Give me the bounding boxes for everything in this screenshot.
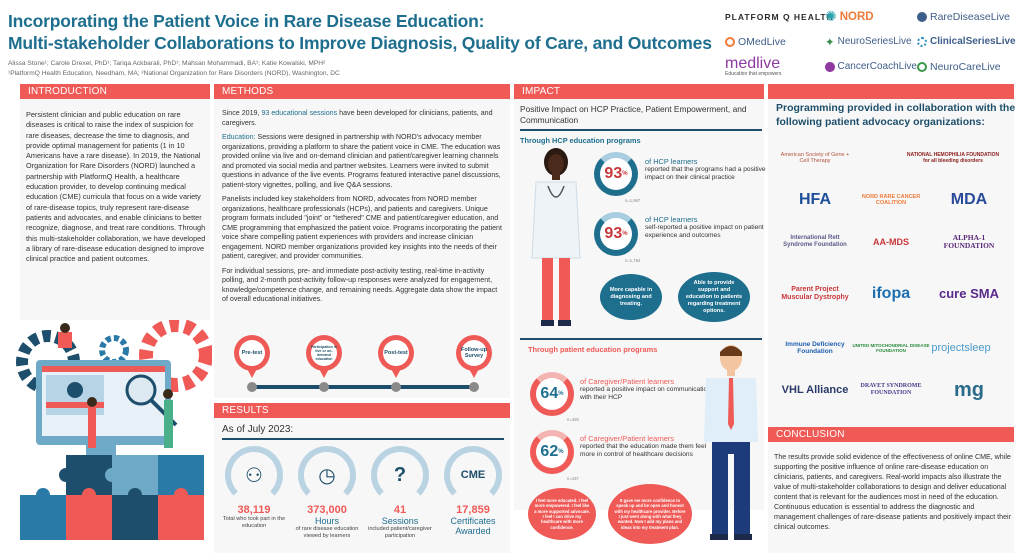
partner-logo-ifopa: ifopa — [871, 285, 911, 302]
partner-logo-dravet: DRAVET SYNDROME FOUNDATION — [860, 383, 922, 396]
clock-icon: ◷ — [298, 446, 356, 504]
ring-icon — [725, 36, 735, 47]
intro-heading: INTRODUCTION — [20, 84, 210, 99]
logo-clinicalserieslive: ClinicalSeriesLive — [917, 36, 1020, 47]
patient-stat-1-n: n=428 — [567, 417, 579, 422]
collaboration-puzzle-illustration — [16, 320, 212, 540]
evaluation-timeline: Pre-test Participation in live or on-dem… — [222, 335, 504, 395]
logo-medlive: medlive Education that empowers — [725, 55, 782, 78]
stat-hours: ◷ 373,000 Hours of rare disease educatio… — [291, 446, 363, 540]
hcp-stat-1-n: n=1,967 — [625, 198, 641, 203]
logo-rarediseaselive: RareDiseaseLive — [917, 11, 1020, 23]
results-heading: RESULTS — [214, 403, 510, 418]
impact-divider — [520, 129, 762, 131]
intro-panel — [20, 98, 210, 320]
stat-sessions: ? 41 Sessions included patient/caregiver… — [364, 446, 436, 540]
affiliations: ¹PlatformQ Health Education, Needham, MA… — [8, 70, 340, 77]
conclusion-body: The results provide solid evidence of th… — [774, 453, 1011, 531]
partner-logo-idf: Immune Deficiency Foundation — [785, 341, 845, 355]
title-line-2: Multi-stakeholder Collaborations to Impr… — [8, 33, 712, 53]
logo-nord: ✺ NORD — [825, 8, 874, 24]
methods-p1: Since 2019, 93 educational sessions have… — [222, 109, 493, 127]
doctor-illustration — [531, 148, 581, 326]
partner-logo-mg: mg — [954, 379, 984, 401]
partner-logo-vhl: VHL Alliance — [781, 383, 849, 396]
hcp-section-label: Through HCP education programs — [520, 136, 641, 145]
partner-logo-asgct: American Society of Gene + Cell Therapy — [780, 152, 850, 164]
overlap-circles-icon — [825, 61, 835, 72]
patient-stat-2-ring: 62% — [530, 430, 574, 474]
patient-illustration — [704, 345, 758, 540]
authors: Alissa Stone¹; Carole Drexel, PhD¹; Tari… — [8, 60, 326, 67]
partner-logo-alpha1: ALPHA-1 FOUNDATION — [943, 233, 995, 250]
timeline-pin-participation: Participation in live or on-demand educa… — [306, 335, 342, 392]
patient-stat-1-ring: 64% — [530, 372, 574, 416]
brand-logo-grid: PLATFORM Q HEALTH ✺ NORD RareDiseaseLive… — [725, 4, 1020, 80]
results-divider — [222, 438, 504, 440]
patient-quote-bubble-1: I feel more educated. I feel more empowe… — [528, 488, 596, 540]
question-bubble-icon: ? — [371, 446, 429, 504]
head-ring-icon — [917, 61, 927, 72]
partner-logo-ppmd: Parent Project Muscular Dystrophy — [781, 286, 849, 301]
partner-logo-irsf: International Rett Syndrome Foundation — [783, 235, 847, 248]
impact-subheading: Positive Impact on HCP Practice, Patient… — [520, 104, 747, 125]
author-block: Alissa Stone¹; Carole Drexel, PhD¹; Tari… — [8, 59, 340, 79]
results-date: As of July 2023: — [222, 424, 294, 435]
nord-burst-icon: ✺ — [825, 8, 837, 24]
timeline-pin-posttest: Post-test — [378, 335, 414, 392]
poster-title: Incorporating the Patient Voice in Rare … — [8, 10, 712, 54]
stat-participants: ⚇ 38,119 Total who took part in the educ… — [218, 446, 290, 530]
impact-heading: IMPACT — [514, 84, 764, 99]
logo-omedlive: OMedLive — [725, 36, 825, 48]
methods-body: Since 2019, 93 educational sessions have… — [222, 109, 504, 310]
cme-badge-icon: CME — [444, 446, 502, 504]
hcp-stat-1-text: of HCP learners reported that the progra… — [645, 157, 766, 182]
globe-icon — [917, 11, 927, 22]
stat-certificates: CME 17,859 Certificates Awarded — [437, 446, 509, 536]
partner-logo-mda: MDA — [950, 191, 988, 208]
patient-quote-bubble-2: It gave me more confidence to speak up a… — [608, 484, 692, 544]
impact-divider-2 — [520, 338, 762, 340]
partners-title: Programming provided in collaboration wi… — [776, 102, 1016, 128]
partner-logo-curesma: cure SMA — [939, 286, 999, 301]
partners-panel — [768, 98, 1014, 428]
patient-stat-2-text: of Caregiver/Patient learners reported t… — [580, 434, 707, 459]
timeline-bar — [252, 385, 474, 389]
partner-logo-umdf: UNITED MITOCHONDRIAL DISEASE FOUNDATION — [852, 343, 930, 353]
partner-logo-hfa: HFA — [799, 191, 831, 208]
partner-logo-nhf: NATIONAL HEMOPHILIA FOUNDATION for all b… — [906, 152, 1000, 164]
methods-heading: METHODS — [214, 84, 510, 99]
sessions-count-highlight: 93 educational sessions — [261, 109, 338, 117]
patient-stat-1-text: of Caregiver/Patient learners reported a… — [580, 377, 711, 402]
logo-neuroserieslive: ✦ NeuroSeriesLive — [825, 36, 912, 49]
logo-platformq: PLATFORM Q HEALTH — [725, 11, 834, 22]
patient-section-label: Through patient education programs — [528, 345, 658, 354]
hcp-stat-2-n: n=1,784 — [625, 258, 641, 263]
partner-logo-nord-rcc: NORD RARE CANCER COALITION — [861, 194, 921, 206]
logo-neurocarelive: NeuroCareLive — [917, 61, 1020, 73]
partners-heading-bar — [768, 84, 1014, 99]
hcp-stat-2-text: of HCP learners self-reported a positive… — [645, 215, 764, 240]
conclusion-heading: CONCLUSION — [768, 427, 1014, 442]
logo-cancercoachlive: CancerCoachLive — [825, 61, 917, 72]
timeline-pin-followup: Follow-up Survey — [456, 335, 492, 392]
partner-logo-projectsleep: projectsleep — [931, 342, 991, 354]
hcp-stat-2-ring: 93% — [594, 212, 638, 256]
timeline-pin-pretest: Pre-test — [234, 335, 270, 392]
patient-stat-2-n: n=437 — [567, 476, 579, 481]
hcp-quote-bubble-2: Able to provide support and education to… — [678, 272, 750, 322]
hcp-stat-1-ring: 93% — [594, 152, 638, 196]
people-icon: ⚇ — [225, 446, 283, 504]
methods-p4: For individual sessions, pre- and immedi… — [222, 266, 498, 304]
sparkle-icon: ✦ — [825, 36, 835, 49]
hcp-quote-bubble-1: More capable in diagnosing and treating. — [600, 274, 662, 320]
conclusion-panel — [768, 441, 1014, 553]
title-line-1: Incorporating the Patient Voice in Rare … — [8, 11, 485, 31]
methods-p2: Education: Sessions were designed in par… — [222, 133, 501, 189]
partner-logo-aamds: AA-MDS — [873, 237, 909, 247]
methods-p3: Panelists included key stakeholders from… — [222, 195, 502, 260]
intro-body: Persistent clinician and public educatio… — [26, 110, 206, 264]
dotted-ring-icon — [917, 36, 927, 47]
